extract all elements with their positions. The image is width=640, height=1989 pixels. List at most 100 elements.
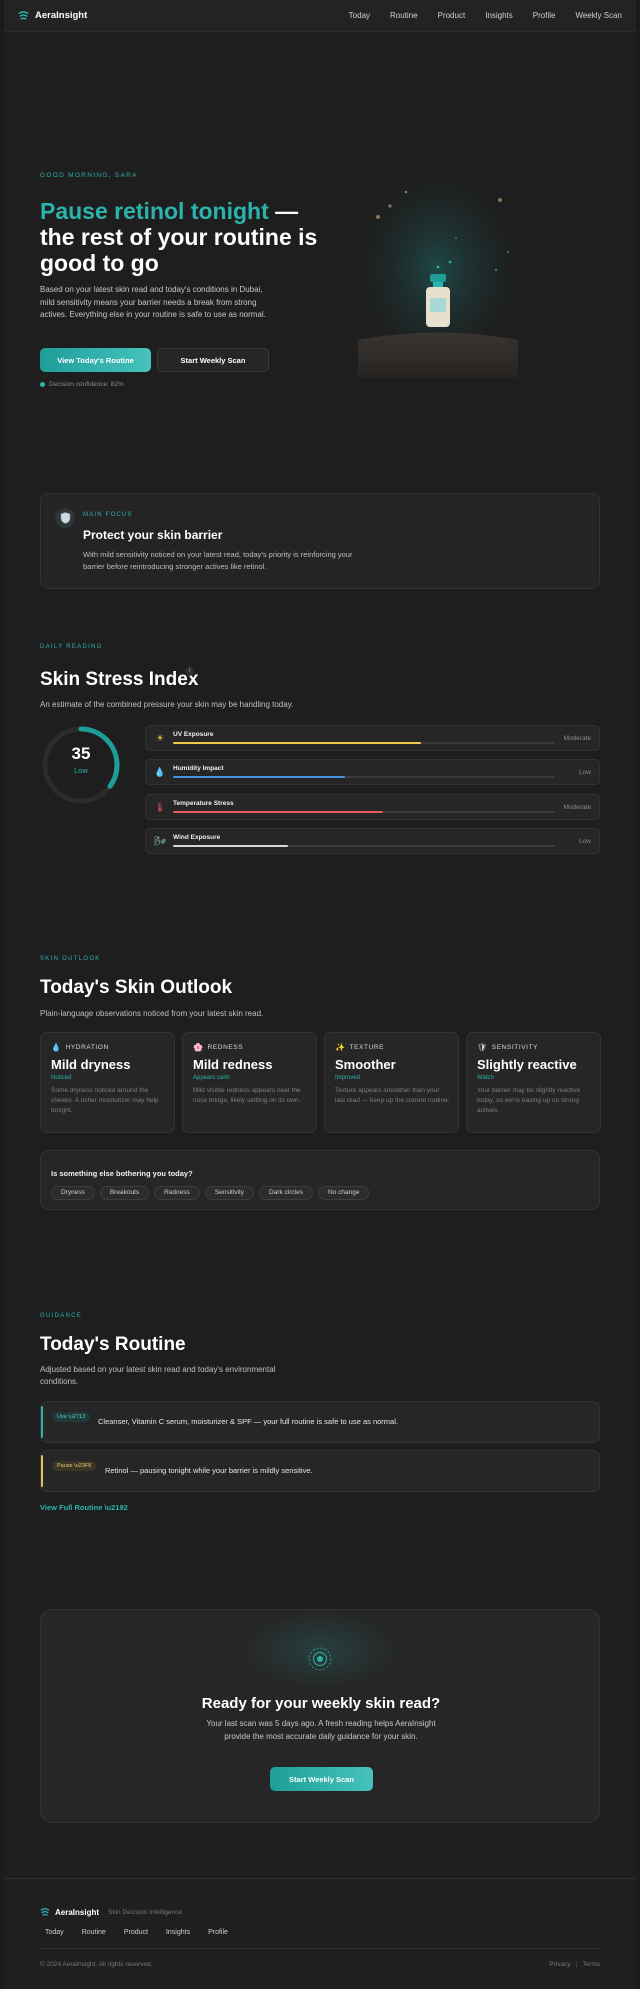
hero-title-accent: Pause retinol tonight <box>40 198 269 224</box>
footer-brand[interactable]: AeraInsight Skin Decision Intelligence <box>40 1907 182 1917</box>
scan-target-icon <box>308 1647 332 1671</box>
stress-title: Skin Stress Index <box>40 669 199 690</box>
factor-humidity-impact: 💧 Humidity Impact Low <box>145 759 600 785</box>
brand[interactable]: AeraInsight <box>18 10 87 21</box>
chip-breakouts[interactable]: Breakouts <box>99 1186 150 1200</box>
info-icon[interactable]: i <box>185 667 194 676</box>
outlook-card-header: ✨ TEXTURE <box>335 1043 384 1052</box>
factor-wind-exposure: 🌬 Wind Exposure Low <box>145 828 600 854</box>
factor-name: UV Exposure <box>173 731 214 738</box>
outlook-card-title: Slightly reactive <box>477 1057 577 1072</box>
outlook-category: HYDRATION <box>65 1044 109 1051</box>
nav-link-insights[interactable]: Insights <box>485 11 513 20</box>
outlook-card-status: Appears calm <box>193 1075 230 1081</box>
view-routine-button[interactable]: View Today's Routine <box>40 348 151 372</box>
footer-link-product[interactable]: Product <box>123 1929 148 1936</box>
routine-item-use[interactable]: Use \u2713 Cleanser, Vitamin C serum, mo… <box>40 1401 600 1443</box>
outlook-card-status: Improved <box>335 1075 361 1081</box>
factor-name: Wind Exposure <box>173 834 221 841</box>
outlook-card-description: Mild visible redness appears near the no… <box>193 1087 301 1104</box>
footer-separator: | <box>575 1961 578 1968</box>
outlook-card-header: 🌸 REDNESS <box>193 1043 243 1052</box>
privacy-link[interactable]: Privacy <box>549 1961 571 1968</box>
routine-item-pause[interactable]: Pause \u23F8 Retinol — pausing tonight w… <box>40 1450 600 1492</box>
chip-dryness[interactable]: Dryness <box>51 1186 95 1200</box>
chip-sensitivity[interactable]: Sensitivity <box>204 1186 255 1200</box>
cta-description: Your last scan was 5 days ago. A fresh r… <box>206 1719 436 1741</box>
nav-link-weekly-scan[interactable]: Weekly Scan <box>575 11 622 20</box>
nav-links: Today Routine Product Insights Profile W… <box>349 11 622 20</box>
cta-start-scan-button[interactable]: Start Weekly Scan <box>270 1767 373 1791</box>
routine-subtitle: Adjusted based on your latest skin read … <box>40 1365 276 1386</box>
chip-redness[interactable]: Redness <box>154 1186 200 1200</box>
nav-link-routine[interactable]: Routine <box>390 11 418 20</box>
chip-no-change[interactable]: No change <box>318 1186 370 1200</box>
footer-link-routine[interactable]: Routine <box>81 1929 106 1936</box>
footer-logo-icon <box>40 1908 50 1916</box>
factor-fill <box>173 742 422 744</box>
pause-badge: Pause \u23F8 <box>52 1461 97 1471</box>
factor-track <box>173 845 555 847</box>
main-focus-label: MAIN FOCUS <box>83 512 133 518</box>
outlook-category: REDNESS <box>207 1044 244 1051</box>
factor-temperature-stress: 🌡 Temperature Stress Moderate <box>145 794 600 820</box>
outlook-card-description: Your barrier may be slightly reactive to… <box>477 1087 581 1114</box>
stress-level: Low <box>74 766 88 775</box>
start-weekly-scan-button[interactable]: Start Weekly Scan <box>157 348 269 372</box>
sun-icon: ☀ <box>155 733 165 743</box>
outlook-category: SENSITIVITY <box>491 1044 539 1051</box>
factor-track <box>173 742 555 744</box>
shield-icon: 🛡 <box>477 1043 488 1052</box>
outlook-card-status: Watch <box>477 1075 494 1081</box>
outlook-card-title: Mild redness <box>193 1057 273 1072</box>
flower-icon: 🌸 <box>193 1043 204 1052</box>
shield-icon <box>55 508 75 528</box>
nav-link-product[interactable]: Product <box>437 11 466 20</box>
sparkles-icon: ✨ <box>335 1043 346 1052</box>
nav-link-today[interactable]: Today <box>348 11 371 20</box>
factor-fill <box>173 811 384 813</box>
outlook-card-title: Mild dryness <box>51 1057 131 1072</box>
confidence-text: Decision confidence: 82% <box>49 381 124 388</box>
main-focus-description: With mild sensitivity noticed on your la… <box>83 550 353 571</box>
factor-name: Temperature Stress <box>173 800 234 807</box>
footer-link-profile[interactable]: Profile <box>208 1929 228 1936</box>
thermometer-icon: 🌡 <box>154 802 166 812</box>
outlook-card-title: Smoother <box>335 1057 396 1072</box>
view-full-routine-link[interactable]: View Full Routine \u2192 <box>40 1503 128 1512</box>
outlook-category: TEXTURE <box>349 1044 385 1051</box>
outlook-card-texture: ✨ TEXTURE Smoother Improved Texture appea… <box>324 1032 459 1133</box>
outlook-subtitle: Plain-language observations noticed from… <box>40 1009 264 1018</box>
brand-logo-icon <box>18 11 29 20</box>
outlook-card-redness: 🌸 REDNESS Mild redness Appears calm Mild … <box>182 1032 317 1133</box>
stress-section-label: DAILY READING <box>40 644 103 650</box>
chip-dark-circles[interactable]: Dark circles <box>259 1186 313 1200</box>
top-nav: AeraInsight Today Routine Product Insigh… <box>4 0 636 32</box>
nav-link-profile[interactable]: Profile <box>532 11 556 20</box>
outlook-card-hydration: 💧 HYDRATION Mild dryness Noticed Some dry… <box>40 1032 175 1133</box>
terms-link[interactable]: Terms <box>582 1961 600 1968</box>
routine-section-label: GUIDANCE <box>40 1313 83 1319</box>
footer-link-today[interactable]: Today <box>45 1929 64 1936</box>
hero-title: Pause retinol tonight — the rest of your… <box>40 198 330 276</box>
hero-title-rest: — the rest of your routine is good to go <box>40 198 318 276</box>
stress-score: 35 <box>71 744 91 763</box>
droplet-icon: 💧 <box>154 767 166 777</box>
factor-uv-exposure: ☀ UV Exposure Moderate <box>145 725 600 751</box>
main-focus-card: MAIN FOCUS Protect your skin barrier Wit… <box>40 493 600 589</box>
hero-greeting: GOOD MORNING, SARA <box>40 172 138 179</box>
wind-icon: 🌬 <box>154 836 166 846</box>
brand-name: AeraInsight <box>35 10 88 21</box>
outlook-section-label: SKIN OUTLOOK <box>40 956 101 962</box>
factor-fill <box>173 776 345 778</box>
footer-tagline: Skin Decision Intelligence <box>108 1908 183 1916</box>
factor-fill <box>173 845 288 847</box>
footer: AeraInsight Skin Decision Intelligence T… <box>4 1878 636 1989</box>
footer-link-insights[interactable]: Insights <box>165 1929 191 1936</box>
footer-legal: Privacy | Terms <box>549 1961 600 1968</box>
concern-question: Is something else bothering you today? <box>51 1169 193 1178</box>
outlook-card-sensitivity: 🛡 SENSITIVITY Slightly reactive Watch You… <box>466 1032 601 1133</box>
routine-item-accent <box>41 1406 43 1438</box>
routine-item-text: Retinol — pausing tonight while your bar… <box>105 1466 313 1475</box>
outlook-card-description: Some dryness noticed around the cheeks. … <box>51 1087 159 1114</box>
